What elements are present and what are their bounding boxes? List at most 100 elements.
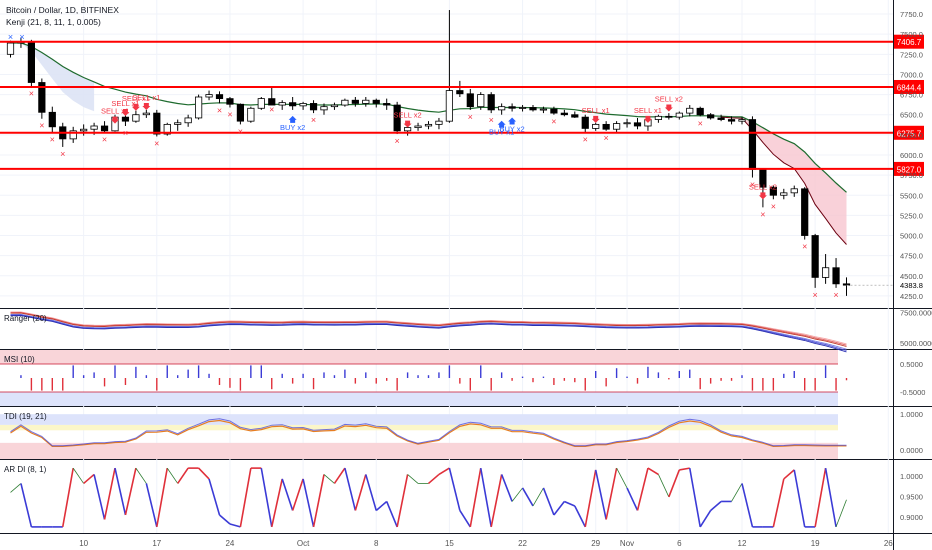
candle-body[interactable]: [236, 103, 244, 122]
candle-body[interactable]: [257, 98, 265, 109]
pane-title[interactable]: TDI (19, 21): [4, 412, 47, 421]
candle-body[interactable]: [90, 125, 98, 130]
candle-body[interactable]: [289, 102, 297, 107]
candle-body[interactable]: [414, 125, 422, 129]
candle-body[interactable]: [100, 125, 109, 132]
pane-title[interactable]: Ranger (20): [4, 314, 47, 323]
candle-body[interactable]: [309, 103, 318, 111]
candle-body[interactable]: [424, 123, 433, 127]
candle-body[interactable]: [226, 98, 234, 105]
time-tick-label: 22: [518, 539, 527, 548]
candle-body[interactable]: [80, 128, 88, 132]
price-level-tag: [894, 34, 924, 49]
price-level-label: 6275.7: [897, 129, 922, 138]
candle-body[interactable]: [696, 107, 704, 116]
candle-body[interactable]: [518, 107, 527, 109]
sell-arrow: [643, 115, 652, 123]
price-tick-label: 7250.0: [900, 50, 923, 59]
candle-body[interactable]: [299, 103, 307, 107]
symbol-title[interactable]: Bitcoin / Dollar, 1D, BITFINEX: [6, 5, 119, 15]
candle-body[interactable]: [727, 119, 736, 122]
candle-body[interactable]: [654, 115, 663, 120]
candle-body[interactable]: [456, 90, 464, 95]
ardi-segment: [490, 474, 503, 528]
candle-body[interactable]: [748, 119, 757, 170]
candle-body[interactable]: [48, 111, 56, 128]
candle-body[interactable]: [508, 106, 516, 109]
candle-body[interactable]: [351, 99, 359, 104]
candle-body[interactable]: [822, 267, 830, 278]
candle-body[interactable]: [435, 120, 443, 125]
candle-body[interactable]: [69, 130, 77, 140]
candle-body[interactable]: [205, 94, 213, 98]
candle-body[interactable]: [174, 122, 182, 125]
sell-signal-label: SELL x2: [394, 111, 422, 120]
price-tick-label: 5750.0: [900, 171, 923, 180]
candle-body[interactable]: [153, 112, 161, 135]
candle-body[interactable]: [268, 98, 276, 106]
candle-body[interactable]: [320, 106, 328, 111]
candle-body[interactable]: [184, 117, 192, 124]
candle-body[interactable]: [602, 123, 610, 130]
candle-body[interactable]: [372, 99, 380, 104]
candle-body[interactable]: [539, 108, 548, 111]
indicator-title[interactable]: Kenji (21, 8, 11, 1, 0.005): [6, 17, 101, 27]
ma-band-lower: [721, 116, 847, 245]
candle-body[interactable]: [811, 235, 819, 278]
candle-body[interactable]: [341, 99, 349, 106]
candle-body[interactable]: [38, 82, 46, 113]
candle-body[interactable]: [466, 93, 474, 108]
candle-body[interactable]: [560, 112, 568, 116]
price-tick-label: 6000.0: [900, 151, 923, 160]
candle-body[interactable]: [142, 112, 150, 116]
candle-body[interactable]: [571, 114, 579, 118]
candle-body[interactable]: [623, 122, 631, 125]
candle-body[interactable]: [707, 114, 715, 119]
candle-body[interactable]: [592, 123, 600, 129]
ardi-segment: [72, 467, 84, 484]
candle-body[interactable]: [686, 107, 694, 114]
candle-body[interactable]: [403, 127, 412, 132]
candle-body[interactable]: [665, 115, 673, 118]
ardi-segment: [156, 467, 169, 528]
candle-body[interactable]: [487, 94, 495, 111]
candle-body[interactable]: [769, 186, 777, 196]
candle-body[interactable]: [633, 122, 642, 127]
candle-body[interactable]: [477, 94, 485, 108]
candle-body[interactable]: [801, 188, 809, 236]
candle-body[interactable]: [581, 116, 589, 129]
candle-body[interactable]: [194, 96, 203, 119]
candle-body[interactable]: [121, 116, 130, 122]
pane-tick-label: 0.9500: [900, 493, 923, 502]
candle-body[interactable]: [215, 94, 224, 100]
candle-body[interactable]: [6, 42, 15, 55]
candle-body[interactable]: [550, 108, 558, 114]
candle-body[interactable]: [278, 102, 286, 106]
candle-body[interactable]: [163, 123, 171, 135]
candle-body[interactable]: [780, 192, 788, 196]
candle-body[interactable]: [132, 114, 140, 122]
candle-body[interactable]: [738, 119, 746, 122]
ardi-segment: [396, 474, 409, 528]
msi-zone-upper: [0, 350, 838, 364]
candle-body[interactable]: [383, 103, 391, 106]
pane-title[interactable]: MSI (10): [4, 355, 35, 364]
candle-body[interactable]: [717, 117, 725, 120]
candle-body[interactable]: [613, 123, 621, 130]
candle-body[interactable]: [362, 99, 370, 104]
pane-title[interactable]: AR DI (8, 1): [4, 465, 47, 474]
price-level-tag: [894, 79, 924, 94]
candle-body[interactable]: [790, 188, 798, 194]
candle-body[interactable]: [393, 104, 401, 132]
candle-body[interactable]: [832, 267, 840, 285]
sell-x-marker: ×: [29, 89, 34, 99]
candle-body[interactable]: [330, 104, 339, 108]
candle-body[interactable]: [247, 107, 255, 122]
candle-body[interactable]: [445, 90, 454, 122]
candle-body[interactable]: [529, 107, 537, 111]
candle-body[interactable]: [498, 106, 506, 111]
candle-body[interactable]: [27, 41, 36, 83]
candle-body[interactable]: [675, 112, 683, 118]
price-tick-label: 4750.0: [900, 252, 923, 261]
